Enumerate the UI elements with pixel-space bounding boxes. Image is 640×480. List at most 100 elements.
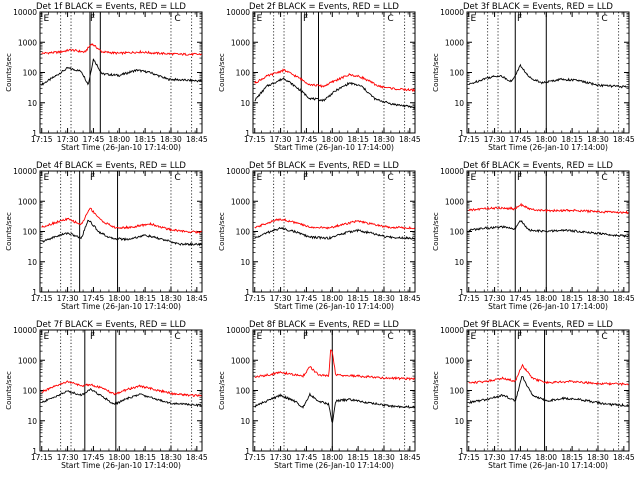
plot-frame	[252, 329, 416, 452]
y-tick-label: 1	[459, 288, 464, 297]
x-axis-label: Start Time (26-Jan-10 17:14:00)	[61, 143, 181, 152]
x-axis-label: Start Time (26-Jan-10 17:14:00)	[61, 461, 181, 470]
x-tick-label: 18:15	[347, 135, 369, 144]
y-tick-label: 10	[454, 99, 464, 108]
y-tick-label: 1000	[18, 197, 37, 206]
x-axis-label: Start Time (26-Jan-10 17:14:00)	[488, 302, 608, 311]
x-tick-label: 17:45	[510, 135, 532, 144]
x-tick-label: 18:30	[373, 453, 395, 462]
y-axis-label: Counts/sec	[218, 371, 226, 410]
y-axis-label: Counts/sec	[432, 53, 440, 92]
y-tick-label: 10000	[13, 167, 37, 176]
y-tick-label: 10	[454, 258, 464, 267]
y-tick-label: 10	[27, 99, 37, 108]
y-tick-label: 1	[32, 288, 37, 297]
y-tick-label: 1000	[445, 356, 464, 365]
x-tick-label: 17:45	[510, 294, 532, 303]
interval-marker-e: E	[470, 173, 476, 183]
x-tick-label: 17:30	[484, 135, 506, 144]
x-tick-label: 18:45	[186, 294, 208, 303]
interval-marker-c: C	[387, 173, 393, 183]
interval-marker-f: F	[517, 173, 522, 183]
interval-marker-c: C	[174, 14, 180, 24]
series-events	[468, 219, 630, 238]
x-tick-label: 18:15	[347, 294, 369, 303]
x-tick-label: 17:15	[31, 294, 53, 303]
panel-title: Det 7f BLACK = Events, RED = LLD	[36, 320, 186, 330]
y-tick-label: 1	[32, 447, 37, 456]
panel-9: Det 9f BLACK = Events, RED = LLD 1 10 100 10…	[432, 320, 635, 470]
y-tick-label: 10000	[13, 8, 37, 17]
interval-marker-e: E	[470, 14, 476, 24]
y-tick-label: 100	[23, 69, 38, 78]
y-tick-label: 100	[450, 228, 465, 237]
y-tick-label: 100	[450, 387, 465, 396]
y-tick-label: 100	[450, 69, 465, 78]
x-tick-label: 18:30	[160, 135, 182, 144]
x-tick-label: 18:15	[134, 453, 156, 462]
interval-marker-e: E	[470, 332, 476, 342]
interval-marker-c: C	[174, 332, 180, 342]
y-axis-label: Counts/sec	[432, 212, 440, 251]
y-tick-label: 100	[23, 228, 38, 237]
y-tick-label: 10	[27, 258, 37, 267]
x-tick-label: 18:30	[587, 135, 609, 144]
y-tick-label: 10000	[226, 326, 250, 335]
x-tick-label: 18:30	[160, 453, 182, 462]
panel-4: Det 4f BLACK = Events, RED = LLD 1 10 100 10…	[5, 161, 208, 311]
y-tick-label: 10	[240, 99, 250, 108]
interval-marker-e: E	[43, 332, 49, 342]
x-tick-label: 17:45	[83, 453, 105, 462]
plot-frame	[252, 170, 416, 293]
interval-marker-e: E	[256, 332, 262, 342]
y-tick-label: 10000	[13, 326, 37, 335]
y-tick-label: 10000	[226, 167, 250, 176]
y-tick-label: 10000	[226, 8, 250, 17]
interval-marker-c: C	[174, 173, 180, 183]
x-tick-label: 17:15	[458, 135, 480, 144]
y-tick-label: 10000	[440, 8, 464, 17]
panel-2: Det 2f BLACK = Events, RED = LLD 1 10 100 10…	[218, 2, 421, 152]
plot-frame	[39, 11, 203, 134]
interval-marker-e: E	[256, 14, 262, 24]
plot-frame	[39, 329, 203, 452]
panel-title: Det 1f BLACK = Events, RED = LLD	[36, 2, 186, 12]
x-tick-label: 17:15	[244, 294, 266, 303]
interval-marker-c: C	[601, 332, 607, 342]
interval-marker-f: F	[90, 332, 95, 342]
interval-marker-f: F	[517, 332, 522, 342]
x-tick-label: 18:45	[186, 453, 208, 462]
x-tick-label: 17:30	[270, 294, 292, 303]
x-tick-label: 17:45	[83, 135, 105, 144]
panel-title: Det 9f BLACK = Events, RED = LLD	[463, 320, 613, 330]
x-tick-label: 17:15	[31, 135, 53, 144]
y-tick-label: 100	[23, 387, 38, 396]
x-tick-label: 18:45	[613, 135, 635, 144]
x-tick-label: 17:45	[510, 453, 532, 462]
plot-frame	[466, 11, 630, 134]
y-tick-label: 100	[236, 387, 251, 396]
x-tick-label: 18:15	[561, 294, 583, 303]
x-tick-label: 18:45	[399, 135, 421, 144]
x-tick-label: 18:00	[535, 453, 557, 462]
x-tick-label: 18:00	[321, 294, 343, 303]
y-tick-label: 1000	[445, 197, 464, 206]
series-events	[468, 375, 630, 407]
y-tick-label: 100	[236, 228, 251, 237]
x-axis-label: Start Time (26-Jan-10 17:14:00)	[488, 143, 608, 152]
y-axis-label: Counts/sec	[218, 212, 226, 251]
y-tick-label: 1	[459, 129, 464, 138]
y-tick-label: 10	[27, 417, 37, 426]
series-lld	[468, 363, 629, 387]
series-events	[468, 63, 629, 89]
panel-3: Det 3f BLACK = Events, RED = LLD 1 10 100 10…	[432, 2, 635, 152]
x-tick-label: 18:00	[321, 135, 343, 144]
x-tick-label: 18:45	[613, 294, 635, 303]
interval-marker-e: E	[256, 173, 262, 183]
y-axis-label: Counts/sec	[218, 53, 226, 92]
x-tick-label: 17:30	[57, 453, 79, 462]
series-events	[41, 219, 202, 247]
x-tick-label: 17:30	[57, 294, 79, 303]
series-lld	[254, 218, 416, 230]
